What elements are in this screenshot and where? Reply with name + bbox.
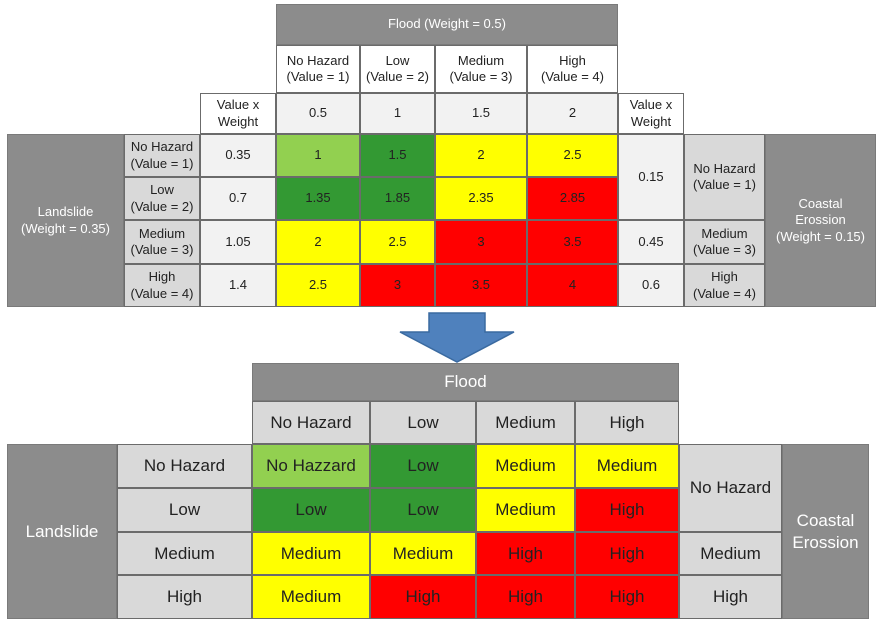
- matrix-cell: Low: [370, 444, 476, 488]
- matrix-cell: No Hazzard: [252, 444, 370, 488]
- landslide-row-medium: Medium (Value = 3): [124, 220, 200, 264]
- matrix-cell: 2.5: [276, 264, 360, 307]
- matrix-cell: 1.85: [360, 177, 435, 220]
- matrix-cell: Medium: [476, 444, 575, 488]
- flood-col-low: Low: [370, 401, 476, 444]
- matrix-cell: High: [575, 575, 679, 619]
- coastal-row-high: High: [679, 575, 782, 619]
- value-weight-label-right: Value x Weight: [618, 93, 684, 134]
- landslide-weight-value: 0.35: [200, 134, 276, 177]
- landslide-row-no-hazard: No Hazard: [117, 444, 252, 488]
- coastal-weight-value: 0.6: [618, 264, 684, 307]
- flood-weight-value: 1: [360, 93, 435, 134]
- coastal-header: Coastal Erossion: [782, 444, 869, 619]
- matrix-cell: 2: [276, 220, 360, 264]
- landslide-weight-value: 1.05: [200, 220, 276, 264]
- matrix-cell: High: [575, 532, 679, 575]
- landslide-row-medium: Medium: [117, 532, 252, 575]
- landslide-row-high: High (Value = 4): [124, 264, 200, 307]
- landslide-row-high: High: [117, 575, 252, 619]
- landslide-row-no-hazard: No Hazard (Value = 1): [124, 134, 200, 177]
- coastal-row-high: High (Value = 4): [684, 264, 765, 307]
- matrix-cell: 3: [435, 220, 527, 264]
- coastal-weight-value: 0.15: [618, 134, 684, 220]
- landslide-weight-value: 0.7: [200, 177, 276, 220]
- matrix-cell: Medium: [476, 488, 575, 532]
- flood-header: Flood: [252, 363, 679, 401]
- coastal-row-no-hazard: No Hazard (Value = 1): [684, 134, 765, 220]
- matrix-cell: Medium: [252, 575, 370, 619]
- flood-weight-value: 2: [527, 93, 618, 134]
- matrix-cell: 3.5: [435, 264, 527, 307]
- matrix-cell: High: [370, 575, 476, 619]
- matrix-cell: 1: [276, 134, 360, 177]
- matrix-cell: 2.35: [435, 177, 527, 220]
- flood-col-medium: Medium (Value = 3): [435, 45, 527, 93]
- matrix-cell: Low: [370, 488, 476, 532]
- matrix-cell: Medium: [575, 444, 679, 488]
- value-weight-label-left: Value x Weight: [200, 93, 276, 134]
- flood-col-high: High: [575, 401, 679, 444]
- matrix-cell: 2.85: [527, 177, 618, 220]
- flood-col-no-hazard: No Hazard: [252, 401, 370, 444]
- matrix-cell: Medium: [252, 532, 370, 575]
- coastal-row-medium: Medium (Value = 3): [684, 220, 765, 264]
- coastal-row-no-hazard: No Hazard: [679, 444, 782, 532]
- matrix-cell: 3: [360, 264, 435, 307]
- flood-col-low: Low (Value = 2): [360, 45, 435, 93]
- landslide-header: Landslide: [7, 444, 117, 619]
- landslide-row-low: Low: [117, 488, 252, 532]
- matrix-cell: 3.5: [527, 220, 618, 264]
- coastal-weight-header: Coastal Erossion (Weight = 0.15): [765, 134, 876, 307]
- matrix-cell: 2: [435, 134, 527, 177]
- matrix-cell: 2.5: [527, 134, 618, 177]
- flood-weight-value: 1.5: [435, 93, 527, 134]
- matrix-cell: High: [476, 532, 575, 575]
- matrix-cell: High: [575, 488, 679, 532]
- matrix-cell: Medium: [370, 532, 476, 575]
- matrix-cell: 4: [527, 264, 618, 307]
- landslide-weight-header: Landslide (Weight = 0.35): [7, 134, 124, 307]
- flood-weight-header: Flood (Weight = 0.5): [276, 4, 618, 45]
- flood-col-no-hazard: No Hazard (Value = 1): [276, 45, 360, 93]
- matrix-cell: 2.5: [360, 220, 435, 264]
- flood-col-high: High (Value = 4): [527, 45, 618, 93]
- flood-weight-value: 0.5: [276, 93, 360, 134]
- matrix-cell: Low: [252, 488, 370, 532]
- flood-col-medium: Medium: [476, 401, 575, 444]
- matrix-cell: 1.35: [276, 177, 360, 220]
- matrix-cell: High: [476, 575, 575, 619]
- landslide-row-low: Low (Value = 2): [124, 177, 200, 220]
- landslide-weight-value: 1.4: [200, 264, 276, 307]
- coastal-weight-value: 0.45: [618, 220, 684, 264]
- down-arrow-icon: [399, 312, 515, 363]
- matrix-cell: 1.5: [360, 134, 435, 177]
- coastal-row-medium: Medium: [679, 532, 782, 575]
